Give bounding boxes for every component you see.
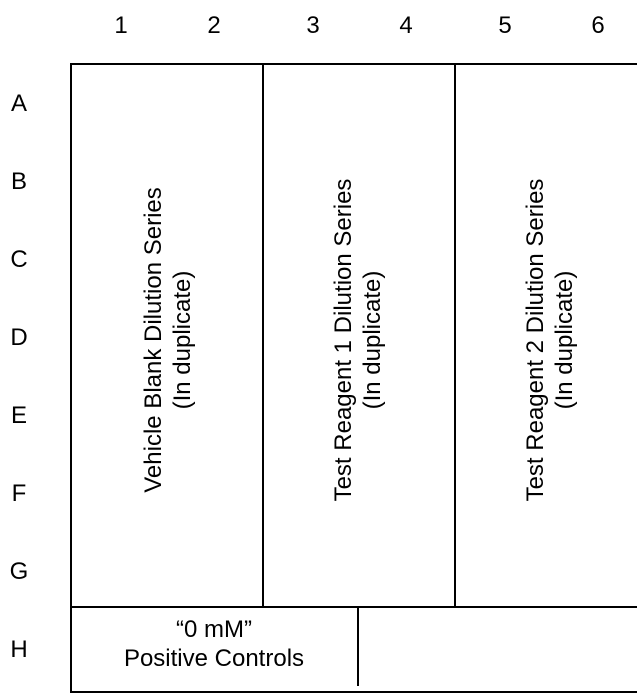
test-reagent-2-block-label: Test Reagent 2 Dilution Series (In dupli…: [522, 179, 580, 502]
row-label-f: F: [11, 480, 27, 507]
column-label-5: 5: [498, 12, 512, 39]
controls-concentration: “0 mM”: [176, 616, 252, 643]
row-label-h: H: [10, 636, 28, 663]
divider-columns-2-3: [262, 63, 264, 607]
row-label-b: B: [10, 168, 27, 195]
test-reagent-2-title: Test Reagent 2 Dilution Series: [522, 178, 550, 502]
column-label-3: 3: [306, 12, 320, 39]
row-label-e: E: [10, 402, 27, 429]
controls-title: Positive Controls: [123, 644, 305, 672]
divider-controls: [357, 606, 359, 686]
test-reagent-1-title: Test Reagent 1 Dilution Series: [330, 178, 358, 502]
row-label-g: G: [9, 558, 29, 585]
row-label-d: D: [10, 324, 28, 351]
column-label-1: 1: [114, 12, 128, 39]
vehicle-blank-title: Vehicle Blank Dilution Series: [140, 187, 168, 493]
divider-columns-4-5: [454, 63, 456, 607]
vehicle-blank-note: (In duplicate): [169, 270, 196, 410]
divider-row-g-h: [70, 606, 637, 608]
test-reagent-1-note: (In duplicate): [359, 270, 386, 410]
row-label-a: A: [10, 90, 27, 117]
row-label-c: C: [10, 246, 28, 273]
column-label-2: 2: [207, 12, 221, 39]
test-reagent-1-block-label: Test Reagent 1 Dilution Series (In dupli…: [330, 179, 388, 502]
column-label-6: 6: [591, 12, 605, 39]
test-reagent-2-note: (In duplicate): [551, 270, 578, 410]
positive-controls-label: “0 mM” Positive Controls: [70, 616, 358, 674]
vehicle-blank-block-label: Vehicle Blank Dilution Series (In duplic…: [140, 187, 198, 493]
column-label-4: 4: [399, 12, 413, 39]
